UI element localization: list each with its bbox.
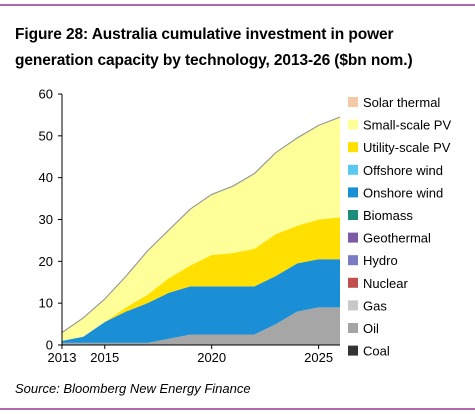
legend-swatch-coal (348, 345, 358, 356)
legend-label-hydro: Hydro (363, 253, 398, 268)
y-tick-label: 50 (39, 128, 53, 143)
legend: Solar thermal Small-scale PV Utility-scale… (348, 95, 451, 359)
legend-label-gas: Gas (363, 298, 387, 313)
chart-title: Figure 28: Australia cumulative investme… (15, 26, 413, 69)
legend-swatch-biomass (348, 210, 358, 220)
legend-label-solar-thermal: Solar thermal (363, 95, 440, 110)
legend-swatch-gas (348, 300, 358, 311)
legend-swatch-nuclear (348, 277, 358, 288)
x-tick-label: 2025 (304, 350, 333, 365)
legend-swatch-small-scale-pv (348, 119, 358, 130)
legend-swatch-solar-thermal (348, 97, 358, 107)
x-tick-label: 2013 (48, 350, 77, 365)
legend-label-geothermal: Geothermal (363, 231, 431, 246)
area-oil (62, 307, 340, 345)
legend-swatch-hydro (348, 255, 358, 266)
legend-label-small-scale-pv: Small-scale PV (363, 118, 451, 133)
area-utility-scale-pv (62, 217, 340, 341)
source-note: Source: Bloomberg New Energy Finance (15, 381, 251, 396)
x-tick-label: 2020 (197, 350, 226, 365)
y-tick-label: 0 (46, 338, 53, 353)
y-tick-label: 30 (39, 212, 53, 227)
area-onshore-wind (62, 259, 340, 343)
legend-label-offshore-wind: Offshore wind (363, 163, 443, 178)
legend-swatch-onshore-wind (348, 187, 358, 198)
legend-label-biomass: Biomass (363, 208, 413, 223)
area-small-scale-pv (62, 117, 340, 341)
area-series-group (61, 116, 341, 345)
legend-swatch-oil (348, 323, 358, 333)
legend-label-nuclear: Nuclear (363, 276, 408, 291)
top-rule (0, 4, 475, 6)
legend-label-utility-scale-pv: Utility-scale PV (363, 140, 451, 155)
legend-label-onshore-wind: Onshore wind (363, 185, 443, 200)
legend-label-oil: Oil (363, 321, 379, 336)
legend-swatch-utility-scale-pv (348, 142, 358, 153)
x-tick-label: 2015 (90, 350, 119, 365)
stack-outline (61, 116, 341, 333)
y-tick-label: 40 (39, 170, 53, 185)
legend-label-coal: Coal (363, 344, 390, 359)
bottom-rule (0, 408, 475, 410)
legend-swatch-geothermal (348, 232, 358, 243)
y-tick-label: 60 (39, 87, 53, 102)
y-tick-label: 10 (39, 296, 53, 311)
y-tick-label: 20 (39, 254, 53, 269)
legend-swatch-offshore-wind (348, 164, 358, 175)
